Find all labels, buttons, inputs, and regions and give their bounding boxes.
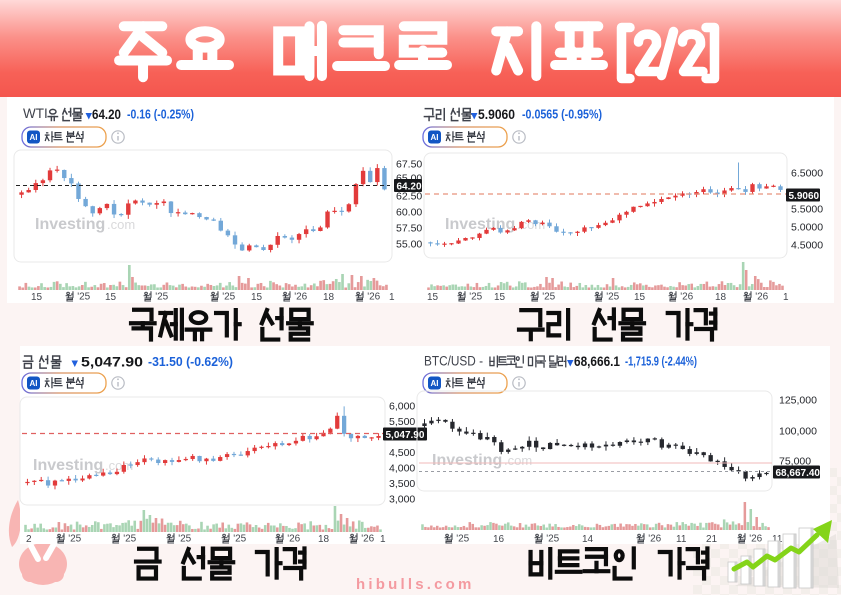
svg-text:'26: '26	[749, 534, 762, 545]
svg-text:.com: .com	[504, 453, 532, 468]
svg-text:5,047.90: 5,047.90	[386, 430, 425, 441]
svg-text:125,000: 125,000	[779, 395, 817, 407]
svg-text:-1,715.9 (-2.44%): -1,715.9 (-2.44%)	[625, 355, 697, 369]
svg-text:15: 15	[634, 292, 646, 303]
svg-text:.com: .com	[105, 458, 133, 473]
svg-text:'25: '25	[542, 292, 555, 303]
svg-text:64.20: 64.20	[397, 181, 422, 192]
svg-text:15: 15	[427, 292, 439, 303]
svg-text:15: 15	[251, 292, 263, 303]
svg-text:'25: '25	[469, 292, 482, 303]
svg-text:AI: AI	[30, 133, 38, 142]
svg-text:Investing: Investing	[445, 216, 515, 233]
svg-text:4.5000: 4.5000	[791, 240, 823, 252]
svg-text:15: 15	[31, 292, 43, 303]
svg-text:-0.0565 (-0.95%): -0.0565 (-0.95%)	[522, 108, 602, 122]
svg-text:68,666.1: 68,666.1	[574, 354, 620, 369]
svg-text:1: 1	[380, 534, 386, 545]
svg-text:6,000: 6,000	[389, 401, 415, 413]
svg-text:57.50: 57.50	[396, 223, 422, 235]
svg-text:5.0000: 5.0000	[791, 222, 823, 234]
svg-text:AI: AI	[431, 133, 439, 142]
svg-text:'25: '25	[178, 534, 191, 545]
svg-text:'25: '25	[546, 534, 559, 545]
svg-text:'25: '25	[77, 292, 90, 303]
svg-text:'25: '25	[123, 534, 136, 545]
svg-text:Investing: Investing	[33, 457, 103, 474]
svg-text:62.50: 62.50	[396, 191, 422, 203]
svg-text:Investing: Investing	[432, 452, 502, 469]
svg-text:'26: '26	[287, 534, 300, 545]
svg-text:.com: .com	[517, 217, 545, 232]
svg-text:18: 18	[323, 292, 335, 303]
svg-text:'25: '25	[68, 534, 81, 545]
svg-text:55.00: 55.00	[396, 239, 422, 251]
svg-text:BTC/USD -: BTC/USD -	[424, 354, 483, 369]
svg-text:-0.16 (-0.25%): -0.16 (-0.25%)	[127, 108, 194, 122]
svg-text:'25: '25	[606, 292, 619, 303]
svg-text:'26: '26	[361, 534, 374, 545]
svg-text:2: 2	[26, 534, 32, 545]
svg-text:'26: '26	[648, 534, 661, 545]
svg-text:60.00: 60.00	[396, 207, 422, 219]
svg-text:16: 16	[493, 534, 505, 545]
svg-text:11: 11	[772, 534, 783, 545]
svg-text:5,500: 5,500	[389, 416, 415, 428]
svg-text:'25: '25	[456, 534, 469, 545]
svg-text:1: 1	[389, 292, 395, 303]
svg-text:64.20: 64.20	[92, 107, 121, 122]
svg-text:15: 15	[105, 292, 117, 303]
svg-text:6.5000: 6.5000	[791, 168, 823, 180]
svg-text:.com: .com	[107, 217, 135, 232]
svg-text:'26: '26	[755, 292, 768, 303]
svg-text:5.5000: 5.5000	[791, 204, 823, 216]
svg-text:-31.50 (-0.62%): -31.50 (-0.62%)	[148, 355, 233, 369]
svg-text:3,000: 3,000	[389, 494, 415, 506]
svg-text:5.9060: 5.9060	[789, 191, 820, 202]
svg-text:5.9060: 5.9060	[478, 107, 515, 122]
svg-text:68,667.40: 68,667.40	[776, 468, 821, 479]
svg-text:5,047.90: 5,047.90	[81, 355, 143, 370]
svg-text:WTI: WTI	[23, 106, 48, 121]
svg-text:75,000: 75,000	[779, 456, 811, 468]
svg-text:3,500: 3,500	[389, 478, 415, 490]
svg-text:'25: '25	[155, 292, 168, 303]
svg-text:18: 18	[715, 292, 727, 303]
svg-text:Investing: Investing	[35, 216, 105, 233]
svg-text:21: 21	[706, 534, 718, 545]
svg-text:1: 1	[783, 292, 789, 303]
svg-text:15: 15	[494, 292, 506, 303]
svg-text:'26: '26	[680, 292, 693, 303]
svg-text:4,000: 4,000	[389, 463, 415, 475]
svg-text:AI: AI	[30, 379, 38, 388]
svg-text:'26: '26	[367, 292, 380, 303]
svg-text:'26: '26	[294, 292, 307, 303]
svg-text:18: 18	[318, 534, 330, 545]
svg-text:11: 11	[676, 534, 687, 545]
svg-text:14: 14	[582, 534, 594, 545]
svg-text:'25: '25	[233, 534, 246, 545]
svg-text:hibulls.com: hibulls.com	[356, 576, 475, 593]
svg-text:67.50: 67.50	[396, 159, 422, 171]
svg-text:4,500: 4,500	[389, 447, 415, 459]
svg-text:100,000: 100,000	[779, 426, 817, 438]
svg-text:AI: AI	[431, 379, 439, 388]
svg-text:'25: '25	[222, 292, 235, 303]
